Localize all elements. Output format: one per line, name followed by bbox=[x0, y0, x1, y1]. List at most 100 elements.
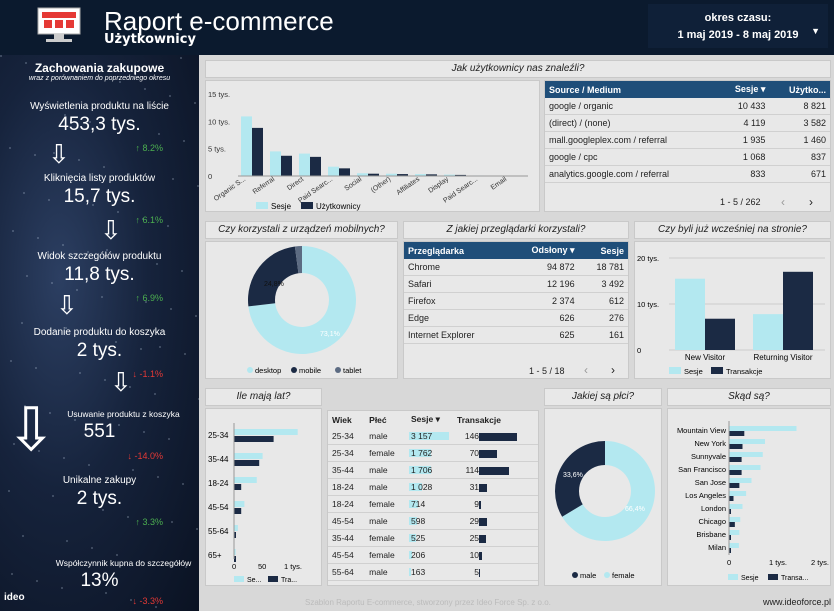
metric-value: 551 bbox=[83, 421, 116, 442]
x-tick-label: Returning Visitor bbox=[754, 353, 813, 362]
donut-slice bbox=[248, 246, 356, 354]
date-range-picker[interactable]: okres czasu: 1 maj 2019 - 8 maj 2019 ▼ bbox=[648, 4, 828, 48]
bar bbox=[729, 496, 734, 501]
star bbox=[114, 128, 116, 130]
legend-dot bbox=[247, 367, 253, 373]
column-header[interactable]: Sesje bbox=[600, 245, 624, 256]
chevron-left-icon[interactable]: ‹ bbox=[781, 195, 785, 209]
metric-card: Usuwanie produktu z koszyka 551 ↓ -14.0% bbox=[0, 409, 199, 461]
column-header[interactable]: Odsłony ▾ bbox=[531, 245, 575, 255]
table-row: Edge 626 276 bbox=[404, 309, 628, 327]
metric-value: 2 tys. bbox=[76, 340, 123, 361]
legend-label: desktop bbox=[255, 366, 281, 375]
table-row: (direct) / (none) 4 119 3 582 bbox=[545, 114, 830, 132]
column-header[interactable]: Sesje ▾ bbox=[734, 84, 766, 94]
table-cell: 5 bbox=[453, 563, 538, 581]
star bbox=[105, 592, 107, 594]
legend-label: Se... bbox=[247, 577, 261, 584]
legend-label: male bbox=[580, 571, 596, 580]
star bbox=[103, 166, 105, 168]
legend-swatch bbox=[301, 202, 313, 209]
star bbox=[145, 301, 147, 303]
table-cell: 3 582 bbox=[769, 114, 830, 132]
x-tick-label: 0 bbox=[232, 562, 236, 571]
table-cell: 18-24 bbox=[328, 495, 366, 513]
column-header[interactable]: Płeć bbox=[369, 414, 387, 425]
bar bbox=[234, 429, 298, 435]
column-header[interactable]: Przeglądarka bbox=[408, 245, 465, 256]
chevron-down-icon[interactable]: ▼ bbox=[811, 26, 820, 36]
channels-chart: 15 tys. 10 tys. 5 tys. 0 Organic S... Referra… bbox=[208, 90, 528, 211]
star bbox=[157, 476, 159, 478]
star bbox=[78, 159, 80, 161]
cities-title: Skąd są? bbox=[667, 388, 831, 406]
star bbox=[155, 606, 157, 608]
column-header[interactable]: Wiek bbox=[332, 414, 352, 425]
legend-swatch bbox=[711, 367, 723, 374]
table-row: 35-44 female 525 25 bbox=[328, 529, 538, 547]
session-value: 163 bbox=[411, 567, 426, 577]
gender-title: Jakiej są płci? bbox=[544, 388, 662, 406]
star bbox=[154, 393, 156, 395]
table-cell: 3 492 bbox=[578, 275, 628, 293]
gender-donut-chart: 33,6% 66,4% male female bbox=[555, 441, 655, 580]
session-value: 525 bbox=[411, 533, 426, 543]
date-range-value: 1 maj 2019 - 8 maj 2019 bbox=[677, 29, 799, 41]
transaction-value: 25 bbox=[469, 533, 480, 543]
star bbox=[11, 573, 13, 575]
y-tick-label: 55-64 bbox=[208, 527, 229, 536]
metric-change: ↓ -14.0% bbox=[127, 451, 163, 461]
star bbox=[64, 114, 66, 116]
metric-label: Kliknięcia listy produktów bbox=[43, 173, 156, 184]
table-row: google / organic 10 433 8 821 bbox=[545, 98, 830, 115]
bar bbox=[753, 314, 783, 350]
transaction-bar bbox=[479, 551, 483, 560]
table-row: 45-54 female 206 10 bbox=[328, 546, 538, 564]
table-cell: 10 433 bbox=[717, 98, 770, 115]
mobile-panel: 24,8% 73,1% desktop mobile tablet bbox=[205, 241, 398, 379]
star bbox=[24, 405, 26, 407]
column-header[interactable]: Transakcje bbox=[457, 414, 501, 425]
bar bbox=[252, 127, 263, 176]
column-header[interactable]: Użytko... bbox=[788, 84, 826, 95]
table-cell: 35-44 bbox=[328, 461, 366, 479]
star bbox=[63, 457, 65, 459]
channels-title: Jak użytkownicy nas znaleźli? bbox=[205, 60, 831, 78]
chevron-left-icon[interactable]: ‹ bbox=[584, 363, 588, 377]
bar bbox=[234, 436, 274, 442]
y-tick-label: 25-34 bbox=[208, 431, 229, 440]
star bbox=[183, 140, 185, 142]
footer-link[interactable]: www.ideoforce.pl bbox=[762, 597, 831, 607]
bar bbox=[281, 155, 292, 176]
bar bbox=[729, 509, 731, 514]
star bbox=[196, 528, 198, 530]
star bbox=[129, 386, 131, 388]
star bbox=[142, 218, 144, 220]
column-header[interactable]: Source / Medium bbox=[549, 84, 622, 95]
star bbox=[185, 566, 187, 568]
table-cell: male bbox=[365, 478, 408, 496]
x-tick-label: Display bbox=[427, 176, 450, 195]
star bbox=[158, 133, 160, 135]
mobile-donut-chart: 24,8% 73,1% desktop mobile tablet bbox=[247, 246, 362, 375]
bar bbox=[234, 525, 238, 531]
transaction-bar bbox=[479, 517, 488, 526]
x-tick-label: Social bbox=[344, 176, 364, 193]
y-tick-label: 35-44 bbox=[208, 455, 229, 464]
table-cell: 45-54 bbox=[328, 546, 366, 564]
legend-label: Sesje bbox=[741, 575, 759, 582]
bar bbox=[675, 278, 705, 350]
transaction-bar bbox=[479, 432, 518, 441]
chevron-right-icon[interactable]: › bbox=[611, 363, 615, 377]
sidebar: Zachowania zakupowe wraz z porównaniem d… bbox=[0, 55, 199, 611]
bar bbox=[339, 168, 350, 176]
metric-change: ↑ 8.2% bbox=[135, 143, 163, 153]
star bbox=[89, 121, 91, 123]
metric-card: Wyświetlenia produktu na liście 453,3 tys… bbox=[0, 101, 199, 153]
table-cell: 598 bbox=[407, 512, 454, 530]
chevron-right-icon[interactable]: › bbox=[809, 195, 813, 209]
star bbox=[119, 81, 121, 83]
table-cell: 10 bbox=[453, 546, 538, 564]
star bbox=[102, 509, 104, 511]
column-header[interactable]: Sesje ▾ bbox=[411, 414, 440, 424]
